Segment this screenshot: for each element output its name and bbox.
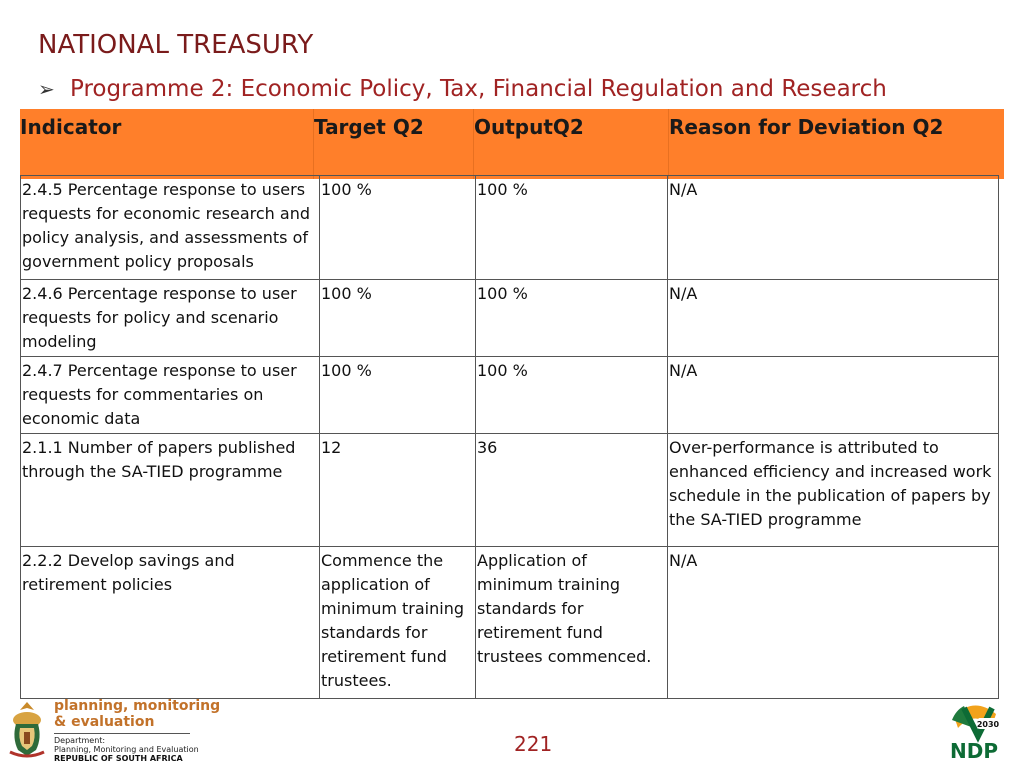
coat-of-arms-icon xyxy=(9,702,45,758)
ndp-year: 2030 xyxy=(977,720,1000,729)
page-title: NATIONAL TREASURY xyxy=(38,30,314,60)
output-cell: 36 xyxy=(475,433,668,547)
table-header: Indicator Target Q2 OutputQ2 Reason for … xyxy=(20,109,1004,179)
table-row: 2.1.1 Number of papers published through… xyxy=(20,433,999,547)
table-row: 2.4.5 Percentage response to users reque… xyxy=(20,175,999,280)
output-cell: 100 % xyxy=(475,279,668,357)
indicator-cell: 2.2.2 Develop savings and retirement pol… xyxy=(20,546,320,699)
country-name: REPUBLIC OF SOUTH AFRICA xyxy=(54,754,183,763)
table-row: 2.4.6 Percentage response to user reques… xyxy=(20,279,999,357)
reason-cell: N/A xyxy=(667,279,999,357)
dpme-logo: planning, monitoring & evaluation Depart… xyxy=(4,698,220,763)
output-cell: 100 % xyxy=(475,356,668,434)
indicator-cell: 2.4.6 Percentage response to user reques… xyxy=(20,279,320,357)
ndp-logo: 2030 NDP xyxy=(948,698,1000,763)
table-row: 2.4.7 Percentage response to user reques… xyxy=(20,356,999,434)
logo-divider xyxy=(54,733,190,734)
column-header-target: Target Q2 xyxy=(314,109,474,179)
table-row: 2.2.2 Develop savings and retirement pol… xyxy=(20,546,999,699)
page-number: 221 xyxy=(514,732,553,756)
logo-text-line2: & evaluation xyxy=(54,714,155,730)
logo-text-line1: planning, monitoring xyxy=(54,698,221,714)
output-cell: 100 % xyxy=(475,175,668,280)
indicator-cell: 2.4.5 Percentage response to users reque… xyxy=(20,175,320,280)
department-name: Planning, Monitoring and Evaluation xyxy=(54,745,199,754)
target-cell: 100 % xyxy=(319,175,476,280)
reason-cell: N/A xyxy=(667,356,999,434)
column-header-reason: Reason for Deviation Q2 xyxy=(669,115,944,139)
arrow-bullet-icon: ➢ xyxy=(38,77,55,101)
indicator-cell: 2.1.1 Number of papers published through… xyxy=(20,433,320,547)
reason-cell: Over-performance is attributed to enhanc… xyxy=(667,433,999,547)
reason-cell: N/A xyxy=(667,175,999,280)
column-header-output: OutputQ2 xyxy=(474,109,669,179)
indicator-cell: 2.4.7 Percentage response to user reques… xyxy=(20,356,320,434)
target-cell: 12 xyxy=(319,433,476,547)
output-cell: Application of minimum training standard… xyxy=(475,546,668,699)
target-cell: Commence the application of minimum trai… xyxy=(319,546,476,699)
department-label: Department: xyxy=(54,736,106,745)
target-cell: 100 % xyxy=(319,279,476,357)
ndp-label: NDP xyxy=(950,739,998,762)
ndp-logo-icon: 2030 NDP xyxy=(950,705,1000,763)
programme-heading: Programme 2: Economic Policy, Tax, Finan… xyxy=(70,76,887,102)
programme-bullet: ➢ Programme 2: Economic Policy, Tax, Fin… xyxy=(38,76,887,102)
reason-cell: N/A xyxy=(667,546,999,699)
indicator-table: 2.4.5 Percentage response to users reque… xyxy=(20,175,999,699)
target-cell: 100 % xyxy=(319,356,476,434)
column-header-indicator: Indicator xyxy=(20,109,314,179)
